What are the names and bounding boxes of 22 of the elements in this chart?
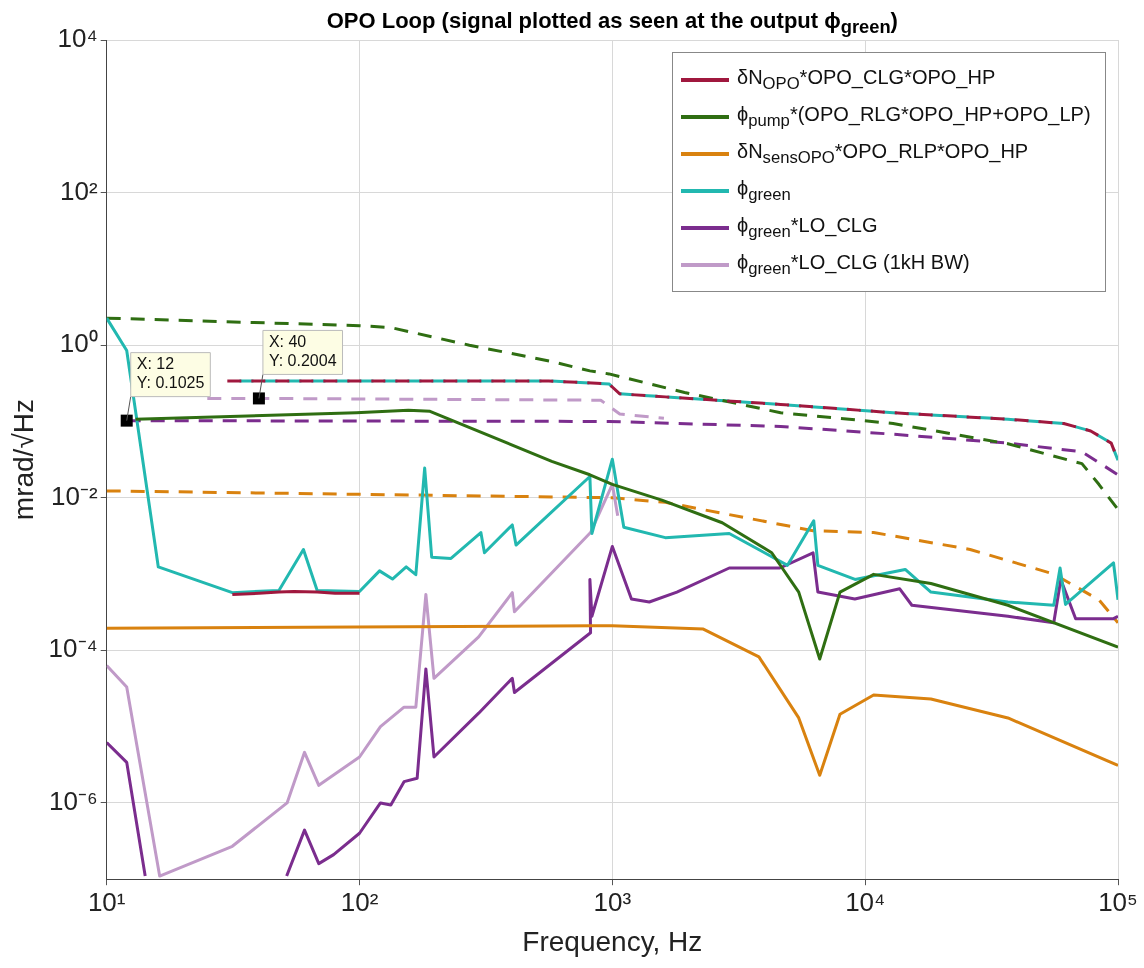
y-tick-label: 10⁻⁴ bbox=[48, 633, 98, 664]
y-tick-label: 10⁻⁶ bbox=[49, 786, 98, 817]
annotation: X: 40 Y: 0.2004 bbox=[268, 332, 337, 369]
x-tick-label: 10² bbox=[340, 886, 379, 917]
x-tick-label: 10¹ bbox=[87, 886, 126, 917]
legend-label: ϕ$_{green}$*LO_CLG bbox=[737, 213, 878, 242]
y-tick-label: 10² bbox=[60, 175, 99, 206]
annotation: X: 12 Y: 0.1025 bbox=[136, 355, 205, 392]
legend-label: δN$_{sensOPO}$*OPO_RLP*OPO_HP bbox=[737, 139, 1029, 168]
legend-label: ϕ$_{pump}$*(OPO_RLG*OPO_HP+OPO_LP) bbox=[737, 102, 1091, 131]
legend-label: δN$_{OPO}$*OPO_CLG*OPO_HP bbox=[737, 65, 996, 94]
x-axis-title: Frequency, Hz bbox=[522, 925, 703, 957]
x-tick-label: 10⁴ bbox=[845, 886, 886, 917]
chart-title: OPO Loop (signal plotted as seen at the output ϕ$_{green}$) bbox=[325, 8, 899, 39]
x-tick-label: 10³ bbox=[593, 886, 632, 917]
x-tick-label: 10⁵ bbox=[1098, 886, 1138, 917]
legend-label: ϕ$_{green}$ bbox=[737, 176, 791, 205]
y-tick-label: 10⁰ bbox=[59, 328, 98, 359]
y-tick-label: 10⁻² bbox=[51, 480, 99, 511]
y-tick-label: 10⁴ bbox=[57, 23, 98, 54]
legend-label: ϕ$_{green}$*LO_CLG (1kH BW) bbox=[737, 250, 970, 279]
y-axis-title: mrad/√Hz bbox=[7, 399, 39, 521]
